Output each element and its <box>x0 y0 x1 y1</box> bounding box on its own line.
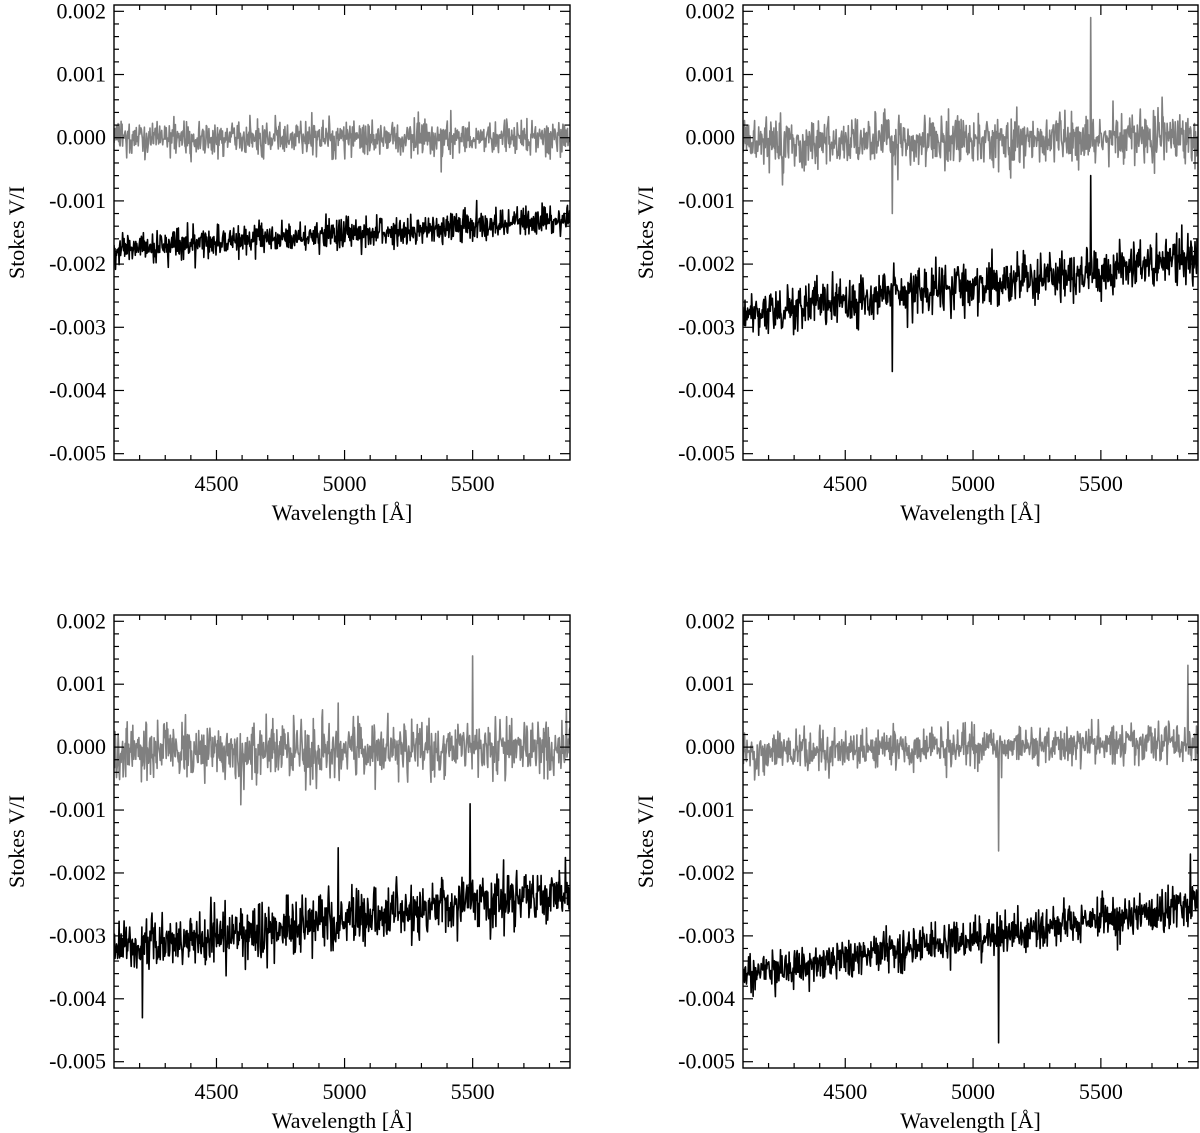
y-tick-label: -0.005 <box>678 1049 735 1074</box>
y-tick-label: -0.004 <box>678 986 735 1011</box>
panel-bottom-right: 4500 5000 5500 0.002 0.001 0.000 -0.001 -0.002 -… <box>633 608 1199 1133</box>
y-tick-label: -0.002 <box>49 860 106 885</box>
x-axis-title: Wavelength [Å] <box>272 1108 413 1133</box>
plot-frame <box>742 4 1199 461</box>
plot-frame <box>113 614 571 1069</box>
y-tick-label: -0.005 <box>49 441 106 466</box>
y-tick-label: 0.001 <box>686 62 736 87</box>
y-tick-label: 0.001 <box>57 62 107 87</box>
y-tick-label: -0.004 <box>49 377 106 402</box>
y-axis-title: Stokes V/I <box>633 795 658 888</box>
panel-bottom-left: 4500 5000 5500 0.002 0.001 0.000 -0.001 -0.002 -… <box>4 608 571 1133</box>
y-axis-title: Stokes V/I <box>4 795 29 888</box>
y-tick-label: -0.005 <box>678 441 735 466</box>
y-tick-label: -0.002 <box>678 860 735 885</box>
y-tick-label: -0.001 <box>49 797 106 822</box>
series-line-black <box>114 803 570 1019</box>
series-line-gray <box>743 664 1198 852</box>
y-tick-label: -0.002 <box>678 251 735 276</box>
y-tick-label: 0.002 <box>57 0 107 23</box>
y-tick-label: 0.000 <box>686 125 736 150</box>
plot-frame <box>113 4 571 461</box>
y-tick-label: 0.002 <box>57 608 107 633</box>
series-line-gray <box>114 109 570 173</box>
y-tick-label: -0.004 <box>49 986 106 1011</box>
x-tick-label: 5500 <box>1079 471 1123 496</box>
x-axis-title: Wavelength [Å] <box>900 500 1041 525</box>
series-line-black <box>114 199 570 271</box>
y-axis-title: Stokes V/I <box>633 186 658 279</box>
x-tick-label: 4500 <box>823 1079 867 1104</box>
x-tick-label: 4500 <box>194 1079 238 1104</box>
x-axis-title: Wavelength [Å] <box>272 500 413 525</box>
x-tick-label: 4500 <box>823 471 867 496</box>
x-tick-label: 5500 <box>1079 1079 1123 1104</box>
y-tick-label: 0.001 <box>686 671 736 696</box>
x-tick-label: 5000 <box>323 1079 367 1104</box>
y-tick-label: -0.004 <box>678 377 735 402</box>
x-tick-label: 4500 <box>194 471 238 496</box>
y-tick-label: -0.003 <box>49 314 106 339</box>
y-tick-label: -0.002 <box>49 251 106 276</box>
y-tick-label: -0.003 <box>678 314 735 339</box>
series-line-black <box>743 174 1198 373</box>
panel-top-right: 4500 5000 5500 0.002 0.001 0.000 -0.001 -0.002 -… <box>633 0 1199 525</box>
x-tick-label: 5000 <box>951 1079 995 1104</box>
series-line-black <box>743 853 1198 1044</box>
series-line-gray <box>743 16 1198 215</box>
x-tick-label: 5500 <box>451 1079 495 1104</box>
series-line-gray <box>114 655 570 806</box>
x-axis-title: Wavelength [Å] <box>900 1108 1041 1133</box>
y-tick-label: 0.000 <box>686 734 736 759</box>
x-tick-label: 5000 <box>951 471 995 496</box>
y-tick-label: 0.000 <box>57 734 107 759</box>
y-tick-label: 0.000 <box>57 125 107 150</box>
y-tick-label: 0.002 <box>686 608 736 633</box>
y-tick-label: 0.001 <box>57 671 107 696</box>
x-tick-label: 5000 <box>323 471 367 496</box>
y-tick-label: -0.001 <box>49 188 106 213</box>
y-tick-label: 0.002 <box>686 0 736 23</box>
y-tick-label: -0.001 <box>678 188 735 213</box>
y-tick-label: -0.001 <box>678 797 735 822</box>
x-tick-label: 5500 <box>451 471 495 496</box>
y-tick-label: -0.005 <box>49 1049 106 1074</box>
plot-frame <box>742 614 1199 1069</box>
y-tick-label: -0.003 <box>678 923 735 948</box>
panel-top-left: 4500 5000 5500 0.002 0.001 0.000 -0.001 -0.002 -… <box>4 0 571 525</box>
y-axis-title: Stokes V/I <box>4 186 29 279</box>
y-tick-label: -0.003 <box>49 923 106 948</box>
